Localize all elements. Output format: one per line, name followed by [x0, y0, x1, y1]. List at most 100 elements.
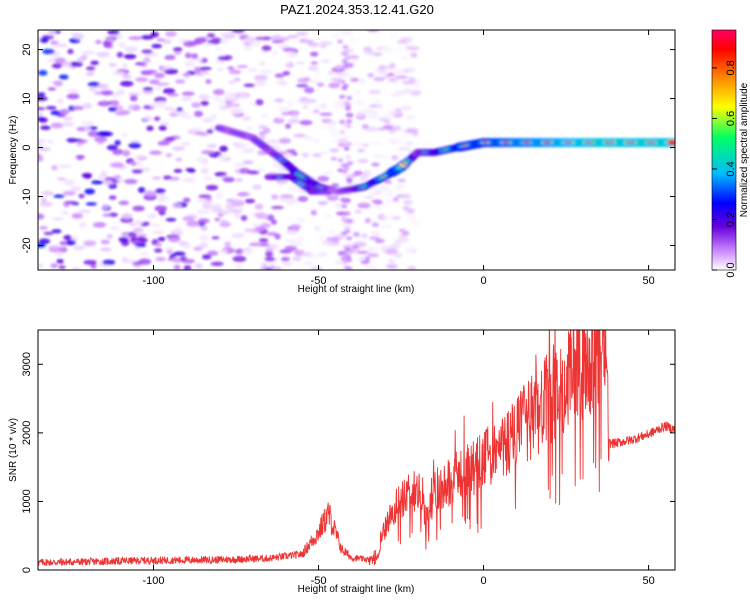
- noise-blob: [69, 61, 83, 67]
- noise-blob: [357, 148, 366, 153]
- noise-blob: [257, 81, 267, 86]
- noise-blob: [165, 217, 177, 222]
- noise-blob: [38, 92, 46, 97]
- noise-blob: [374, 67, 383, 72]
- noise-blob: [48, 245, 61, 249]
- noise-blob: [62, 116, 74, 121]
- noise-blob: [388, 258, 396, 264]
- noise-blob: [38, 139, 46, 144]
- noise-blob: [383, 74, 390, 79]
- noise-blob: [96, 83, 106, 89]
- noise-blob: [266, 231, 278, 236]
- noise-blob: [279, 197, 287, 203]
- noise-blob: [343, 134, 351, 140]
- noise-blob: [344, 106, 351, 111]
- noise-blob: [111, 71, 126, 76]
- noise-blob: [307, 79, 321, 84]
- noise-blob: [337, 64, 344, 69]
- noise-blob: [114, 111, 129, 116]
- noise-blob: [243, 45, 252, 51]
- noise-blob: [284, 123, 292, 129]
- noise-blob: [133, 227, 144, 233]
- noise-blob: [410, 219, 423, 225]
- noise-blob: [220, 219, 228, 225]
- noise-blob: [82, 102, 92, 109]
- noise-blob: [182, 243, 192, 249]
- noise-blob: [242, 116, 252, 121]
- snr-series-line: [38, 330, 675, 567]
- noise-blob: [240, 215, 248, 221]
- noise-blob: [319, 151, 330, 155]
- noise-blob: [158, 125, 167, 131]
- noise-blob: [373, 77, 385, 82]
- noise-blob: [96, 131, 111, 137]
- noise-blob: [142, 221, 151, 226]
- noise-blob: [201, 254, 212, 260]
- noise-blob: [194, 37, 207, 44]
- noise-blob: [171, 203, 182, 209]
- noise-blob: [118, 200, 130, 206]
- noise-blob: [117, 89, 125, 96]
- noise-blob: [151, 230, 165, 235]
- noise-blob: [48, 30, 56, 36]
- noise-blob: [405, 140, 414, 147]
- noise-blob: [313, 104, 326, 108]
- noise-blob: [176, 107, 183, 112]
- noise-blob: [292, 255, 302, 262]
- noise-blob: [102, 259, 116, 266]
- noise-blob: [159, 120, 170, 127]
- noise-blob: [116, 51, 124, 58]
- noise-blob: [313, 225, 321, 232]
- noise-blob: [157, 236, 166, 242]
- noise-blob: [273, 266, 282, 270]
- noise-blob: [299, 38, 309, 44]
- noise-blob: [38, 117, 48, 123]
- x-tick-label: -100: [143, 575, 165, 587]
- noise-blob: [51, 229, 62, 234]
- noise-blob: [52, 194, 65, 198]
- noise-blob: [78, 222, 87, 228]
- noise-blob: [95, 40, 102, 45]
- noise-blob: [296, 217, 306, 223]
- noise-blob: [77, 209, 91, 214]
- noise-blob: [157, 101, 167, 107]
- noise-blob: [345, 258, 352, 263]
- y-tick-label: 20: [21, 43, 33, 55]
- noise-blob: [346, 236, 353, 241]
- noise-blob: [264, 256, 276, 262]
- noise-blob: [293, 133, 307, 138]
- noise-blob: [142, 87, 154, 91]
- noise-blob: [287, 51, 298, 58]
- noise-blob: [166, 249, 173, 255]
- noise-blob: [251, 222, 261, 228]
- noise-blob: [176, 110, 188, 117]
- noise-blob: [231, 233, 245, 239]
- noise-blob: [54, 43, 68, 48]
- noise-blob: [195, 157, 209, 163]
- noise-blob: [155, 86, 162, 91]
- noise-blob: [317, 201, 329, 205]
- noise-blob: [388, 128, 396, 135]
- noise-blob: [145, 69, 158, 74]
- noise-blob: [206, 33, 216, 38]
- noise-blob: [282, 70, 291, 76]
- noise-blob: [341, 204, 348, 209]
- noise-blob: [121, 213, 133, 220]
- noise-blob: [200, 224, 208, 231]
- y-tick-label: 2000: [21, 421, 33, 445]
- noise-blob: [199, 72, 210, 76]
- spectrogram-x-axis-label: Height of straight line (km): [298, 284, 415, 295]
- noise-blob: [339, 130, 346, 135]
- noise-blob: [345, 255, 352, 260]
- noise-blob: [399, 193, 412, 199]
- noise-blob: [371, 98, 380, 103]
- noise-blob: [38, 147, 52, 151]
- noise-blob: [344, 247, 351, 252]
- noise-blob: [280, 256, 290, 262]
- spectrogram-heatmap: [38, 30, 675, 270]
- noise-blob: [359, 78, 367, 85]
- noise-blob: [377, 70, 387, 75]
- noise-blob: [321, 240, 333, 246]
- noise-blob: [182, 197, 191, 203]
- noise-blob: [291, 113, 299, 118]
